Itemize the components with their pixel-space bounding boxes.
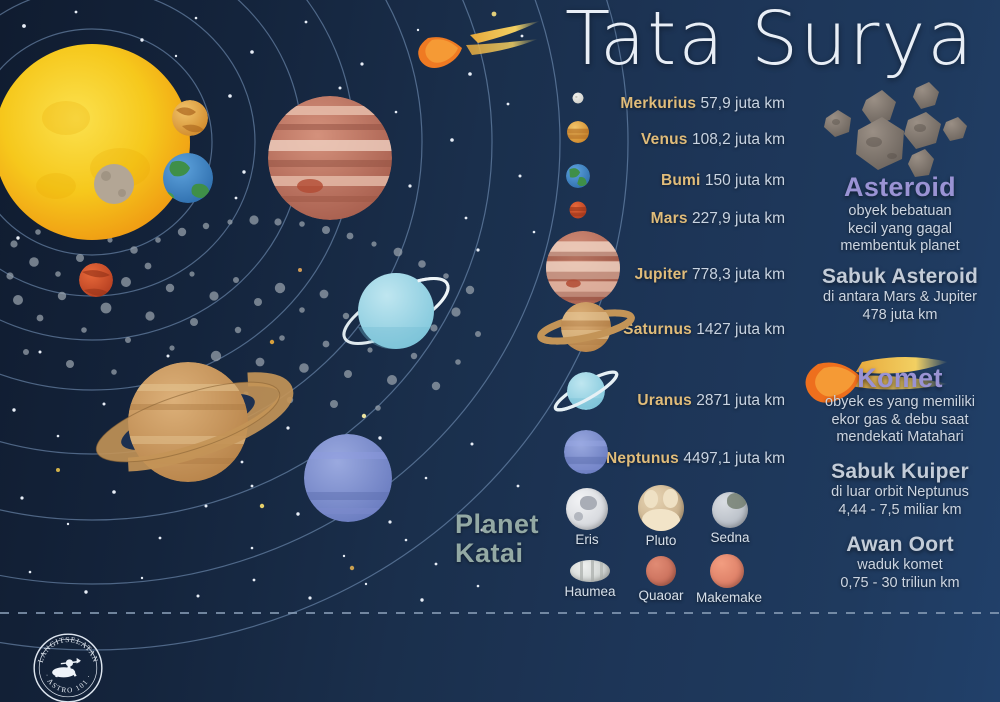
dwarf-heading-line1: Planet — [455, 509, 540, 539]
dwarf-planet-glyph — [566, 488, 608, 530]
planet-name: Neptunus — [605, 450, 680, 467]
comet-body-line: obyek es yang memiliki — [825, 394, 975, 410]
dwarf-planet-glyph — [638, 485, 684, 531]
dwarf-planet-heading: Planet Katai — [455, 509, 565, 569]
asteroid-body: obyek bebatuan kecil yang gagal membentu… — [800, 203, 1000, 256]
saturn-glyph-left — [95, 362, 294, 482]
dwarf-planet-glyph — [646, 556, 676, 586]
comet-block: Komet obyek es yang memiliki ekor gas & … — [800, 363, 1000, 447]
planet-name: Saturnus — [623, 321, 692, 338]
sun-glyph — [0, 44, 190, 240]
asteroid-body-line: membentuk planet — [840, 238, 960, 255]
asteroid-heading: Asteroid — [844, 172, 956, 202]
oort-cloud-body-line: waduk komet — [857, 557, 943, 573]
mars-glyph-left — [79, 263, 113, 297]
footer: LANGITSELATAN · ASTRO 101 · langitselata… — [0, 614, 1000, 702]
asteroid-body-line: obyek bebatuan — [848, 203, 952, 219]
planet-distance: 2871 juta km — [691, 392, 785, 409]
kuiper-belt-block: Sabuk Kuiper di luar orbit Neptunus 4,44… — [800, 460, 1000, 519]
planet-row-jupiter: Jupiter 778,3 juta km — [0, 266, 785, 284]
asteroid-belt-block: Sabuk Asteroid di antara Mars & Jupiter … — [800, 265, 1000, 324]
dwarf-planet-makemake: Makemake — [696, 554, 763, 605]
dwarf-planet-eris: Eris — [552, 488, 622, 547]
oort-cloud-body: waduk komet 0,75 - 30 triliun km — [800, 557, 1000, 592]
planet-distance: 778,3 juta km — [687, 266, 785, 283]
planet-name: Uranus — [637, 392, 692, 409]
planet-row-bumi: Bumi 150 juta km — [0, 172, 785, 190]
planet-row-mars: Mars 227,9 juta km — [0, 210, 785, 228]
planet-row-neptunus: Neptunus 4497,1 juta km — [0, 450, 785, 468]
comet-body-line: mendekati Matahari — [836, 429, 964, 446]
langitselatan-logo-icon: LANGITSELATAN · ASTRO 101 · — [33, 633, 103, 702]
planet-distance: 57,9 juta km — [696, 95, 785, 112]
uranus-glyph-left — [342, 273, 450, 350]
dwarf-planet-label: Eris — [575, 532, 599, 547]
kuiper-belt-heading: Sabuk Kuiper — [831, 460, 969, 483]
comet-glyph-right — [805, 357, 948, 403]
planet-row-saturnus: Saturnus 1427 juta km — [0, 321, 785, 339]
planet-row-merkurius: Merkurius 57,9 juta km — [0, 95, 785, 113]
jupiter-glyph-left — [268, 96, 392, 220]
dwarf-planet-quaoar: Quaoar — [632, 556, 690, 603]
oort-cloud-body-line: 0,75 - 30 triliun km — [840, 574, 960, 591]
asteroid-belt-heading: Sabuk Asteroid — [821, 265, 979, 288]
planet-name: Jupiter — [634, 266, 688, 283]
asteroid-belt-body: di antara Mars & Jupiter 478 juta km — [800, 289, 1000, 324]
dwarf-planet-sedna: Sedna — [698, 492, 762, 545]
comet-body-line: ekor gas & debu saat — [831, 411, 969, 428]
asteroid-block: Asteroid obyek bebatuan kecil yang gagal… — [800, 172, 1000, 256]
planet-name: Merkurius — [620, 95, 697, 112]
kuiper-belt-body: di luar orbit Neptunus 4,44 - 7,5 miliar… — [800, 484, 1000, 519]
planet-name: Bumi — [661, 172, 701, 189]
logo-top-text: LANGITSELATAN — [36, 635, 101, 664]
dwarf-planet-glyph — [712, 492, 748, 528]
dwarf-planet-haumea: Haumea — [556, 560, 624, 599]
dwarf-planet-label: Makemake — [696, 590, 763, 605]
asteroid-body-line: kecil yang gagal — [848, 220, 952, 237]
oort-cloud-block: Awan Oort waduk komet 0,75 - 30 triliun … — [800, 533, 1000, 592]
planet-distance: 108,2 juta km — [687, 131, 785, 148]
dwarf-planet-pluto: Pluto — [624, 485, 698, 548]
logo-figure — [52, 657, 81, 678]
planet-name: Mars — [650, 210, 688, 227]
planet-distance: 1427 juta km — [691, 321, 785, 338]
planet-row-venus: Venus 108,2 juta km — [0, 131, 785, 149]
kuiper-belt-body-line: 4,44 - 7,5 miliar km — [838, 501, 962, 518]
planet-name: Venus — [640, 131, 688, 148]
planet-distance: 150 juta km — [700, 172, 785, 189]
planet-distance: 4497,1 juta km — [679, 450, 785, 467]
comet-heading: Komet — [857, 363, 943, 393]
oort-cloud-heading: Awan Oort — [846, 533, 954, 556]
asteroid-belt-body-line: 478 juta km — [862, 306, 938, 323]
comet-body: obyek es yang memiliki ekor gas & debu s… — [800, 394, 1000, 447]
comet-glyph-left — [418, 21, 540, 68]
neptune-glyph-left — [304, 434, 392, 522]
dwarf-planet-label: Pluto — [645, 533, 677, 548]
asteroid-belt-body-line: di antara Mars & Jupiter — [823, 289, 977, 305]
dwarf-planet-label: Haumea — [564, 584, 616, 599]
footer-divider — [0, 612, 1000, 614]
kuiper-belt-body-line: di luar orbit Neptunus — [831, 484, 969, 500]
dwarf-planet-glyph — [570, 560, 610, 582]
mercury-glyph-left — [94, 164, 134, 204]
asteroid-cluster — [824, 82, 967, 177]
dwarf-heading-line2: Katai — [455, 538, 524, 569]
planet-row-uranus: Uranus 2871 juta km — [0, 392, 785, 410]
planet-distance: 227,9 juta km — [687, 210, 785, 227]
page-title: Tata Surya — [565, 0, 975, 82]
dwarf-planet-label: Quaoar — [638, 588, 684, 603]
dwarf-planet-label: Sedna — [710, 530, 750, 545]
dwarf-planet-glyph — [710, 554, 744, 588]
venus-glyph-left — [172, 100, 208, 136]
